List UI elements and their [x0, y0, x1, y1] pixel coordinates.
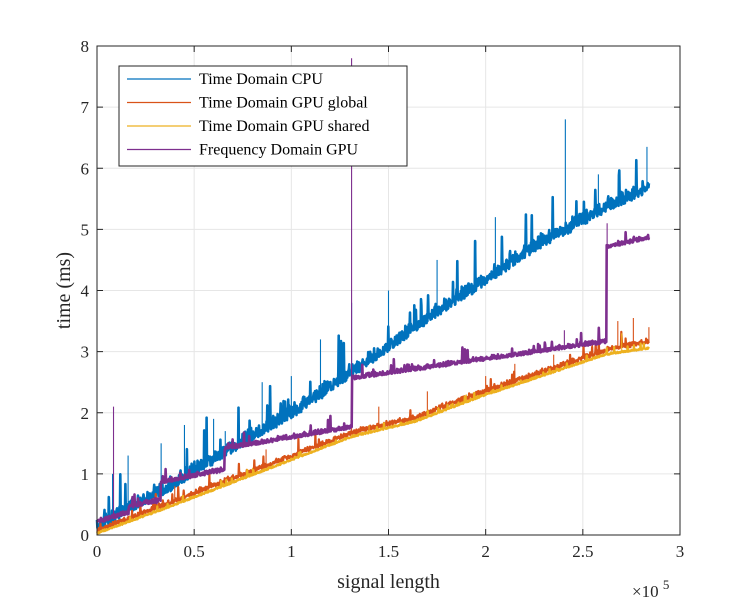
- x-tick-label: 0: [93, 542, 102, 561]
- time-domain-gpu-shared-line: [96, 342, 650, 535]
- legend-label-time-domain-cpu: Time Domain CPU: [199, 71, 323, 88]
- y-tick-label: 0: [81, 526, 90, 545]
- x-axis-multiplier-exponent: 5: [663, 577, 670, 592]
- y-tick-label: 6: [81, 159, 90, 178]
- x-tick-label: 1.5: [378, 542, 399, 561]
- x-tick-label: 1: [287, 542, 296, 561]
- x-tick-label: 0.5: [184, 542, 205, 561]
- legend-label-time-domain-gpu-global: Time Domain GPU global: [199, 95, 368, 112]
- y-tick-label: 1: [81, 465, 90, 484]
- x-axis-multiplier-base: ×10: [632, 582, 659, 600]
- y-axis-label: time (ms): [53, 252, 75, 329]
- x-tick-label: 2.5: [572, 542, 593, 561]
- y-tick-label: 7: [81, 98, 90, 117]
- y-tick-label: 3: [81, 343, 90, 362]
- time-domain-cpu-series: [95, 119, 651, 533]
- time-domain-gpu-shared-series: [96, 333, 650, 535]
- legend: Time Domain CPU Time Domain GPU global Tim…: [118, 65, 408, 167]
- x-axis-multiplier: ×10 5: [632, 577, 669, 600]
- legend-label-time-domain-gpu-shared: Time Domain GPU shared: [199, 118, 370, 135]
- y-tick-label: 5: [81, 220, 90, 239]
- axis-ticks: 0 0.5 1 1.5 2 2.5 3 0 1 2 3 4 5 6 7 8: [81, 37, 685, 561]
- y-tick-label: 2: [81, 404, 90, 423]
- x-tick-label: 2: [481, 542, 490, 561]
- legend-label-frequency-domain-gpu: Frequency Domain GPU: [199, 142, 359, 159]
- series-layer: [95, 58, 651, 535]
- y-tick-label: 4: [81, 282, 90, 301]
- x-axis-label: signal length: [337, 571, 440, 593]
- y-tick-label: 8: [81, 37, 90, 56]
- frequency-domain-gpu-line: [95, 230, 651, 524]
- x-tick-label: 3: [676, 542, 685, 561]
